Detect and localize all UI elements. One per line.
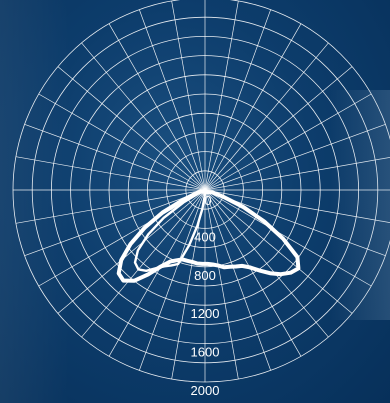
radial-tick-label-400: 400 bbox=[194, 229, 216, 244]
radial-tick-label-800: 800 bbox=[194, 268, 216, 283]
angular-grid-spoke-150 bbox=[204, 23, 302, 191]
radial-tick-label-0: 0 bbox=[204, 193, 211, 208]
angular-grid-spoke-240 bbox=[38, 93, 206, 191]
angular-grid-spoke-190 bbox=[171, 0, 206, 191]
angular-grid-spoke-210 bbox=[108, 23, 206, 191]
angular-grid-spoke-50 bbox=[204, 189, 353, 314]
intensity-curve-2 bbox=[133, 190, 207, 272]
radial-tick-labels: 0 400 800 1200 1600 2000 bbox=[191, 193, 220, 398]
intensity-curves bbox=[116, 189, 301, 283]
angular-grid-spoke-330 bbox=[108, 189, 206, 357]
angular-grid-spoke-160 bbox=[204, 9, 271, 191]
angular-grid-spoke-140 bbox=[204, 42, 329, 191]
radial-tick-label-1600: 1600 bbox=[191, 345, 220, 360]
angular-grid-spoke-130 bbox=[204, 66, 353, 191]
angular-grid-spoke-250 bbox=[24, 124, 206, 191]
radial-tick-label-1200: 1200 bbox=[191, 306, 220, 321]
angular-grid-spoke-40 bbox=[204, 189, 329, 338]
angular-grid-spoke-230 bbox=[57, 66, 206, 191]
angular-grid-spoke-100 bbox=[204, 157, 390, 191]
angular-grid-spoke-260 bbox=[15, 156, 206, 191]
angular-grid-spoke-310 bbox=[57, 189, 206, 314]
angular-grid-spoke-200 bbox=[139, 9, 206, 191]
angular-grid-spoke-340 bbox=[139, 189, 206, 371]
angular-grid-spoke-20 bbox=[204, 189, 271, 371]
angular-grid-spoke-80 bbox=[204, 189, 390, 223]
angular-grid-spoke-110 bbox=[204, 124, 386, 191]
radial-tick-label-2000: 2000 bbox=[191, 383, 220, 398]
angular-grid-spoke-220 bbox=[81, 42, 206, 191]
angular-grid-spoke-10 bbox=[204, 189, 239, 380]
angular-grid-spoke-280 bbox=[15, 189, 206, 224]
angular-grid-spoke-170 bbox=[204, 0, 239, 191]
angular-grid-spoke-30 bbox=[204, 189, 302, 357]
intensity-curve-1 bbox=[116, 189, 301, 283]
angular-grid-spoke-290 bbox=[24, 189, 206, 256]
angular-grid-spoke-320 bbox=[81, 189, 206, 338]
